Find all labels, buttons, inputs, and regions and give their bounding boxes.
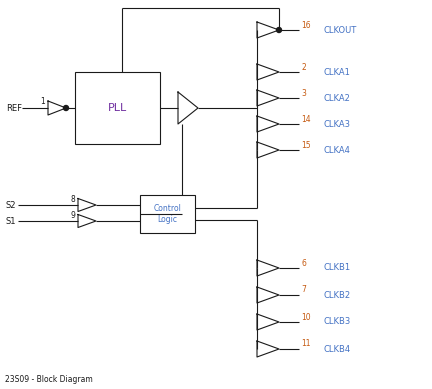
Text: 14: 14 — [301, 114, 311, 123]
Text: 11: 11 — [301, 340, 311, 349]
Text: CLKB3: CLKB3 — [324, 317, 351, 326]
Text: S1: S1 — [6, 217, 16, 226]
Text: CLKB4: CLKB4 — [324, 345, 351, 354]
Text: 10: 10 — [301, 312, 311, 321]
Text: 7: 7 — [301, 286, 306, 294]
Text: 16: 16 — [301, 21, 311, 30]
Text: CLKA4: CLKA4 — [324, 145, 351, 154]
Text: 15: 15 — [301, 140, 311, 149]
Text: 8: 8 — [70, 194, 75, 203]
Text: CLKA1: CLKA1 — [324, 68, 351, 77]
Text: PLL: PLL — [108, 103, 127, 113]
Bar — [75, 72, 160, 144]
Text: S2: S2 — [6, 200, 16, 210]
Text: 2: 2 — [301, 63, 306, 72]
Text: 6: 6 — [301, 259, 306, 268]
Text: REF: REF — [6, 103, 22, 112]
Text: CLKB2: CLKB2 — [324, 291, 351, 300]
Bar — [140, 195, 195, 233]
Text: 3: 3 — [301, 89, 306, 98]
Circle shape — [276, 28, 282, 33]
Text: 1: 1 — [40, 96, 45, 105]
Circle shape — [64, 105, 69, 110]
Text: CLKOUT: CLKOUT — [324, 26, 357, 35]
Text: CLKA2: CLKA2 — [324, 93, 351, 102]
Text: 9: 9 — [70, 210, 75, 219]
Text: Control
Logic: Control Logic — [153, 204, 181, 224]
Text: CLKA3: CLKA3 — [324, 119, 351, 128]
Text: CLKB1: CLKB1 — [324, 263, 351, 273]
Text: 23S09 - Block Diagram: 23S09 - Block Diagram — [5, 375, 93, 384]
